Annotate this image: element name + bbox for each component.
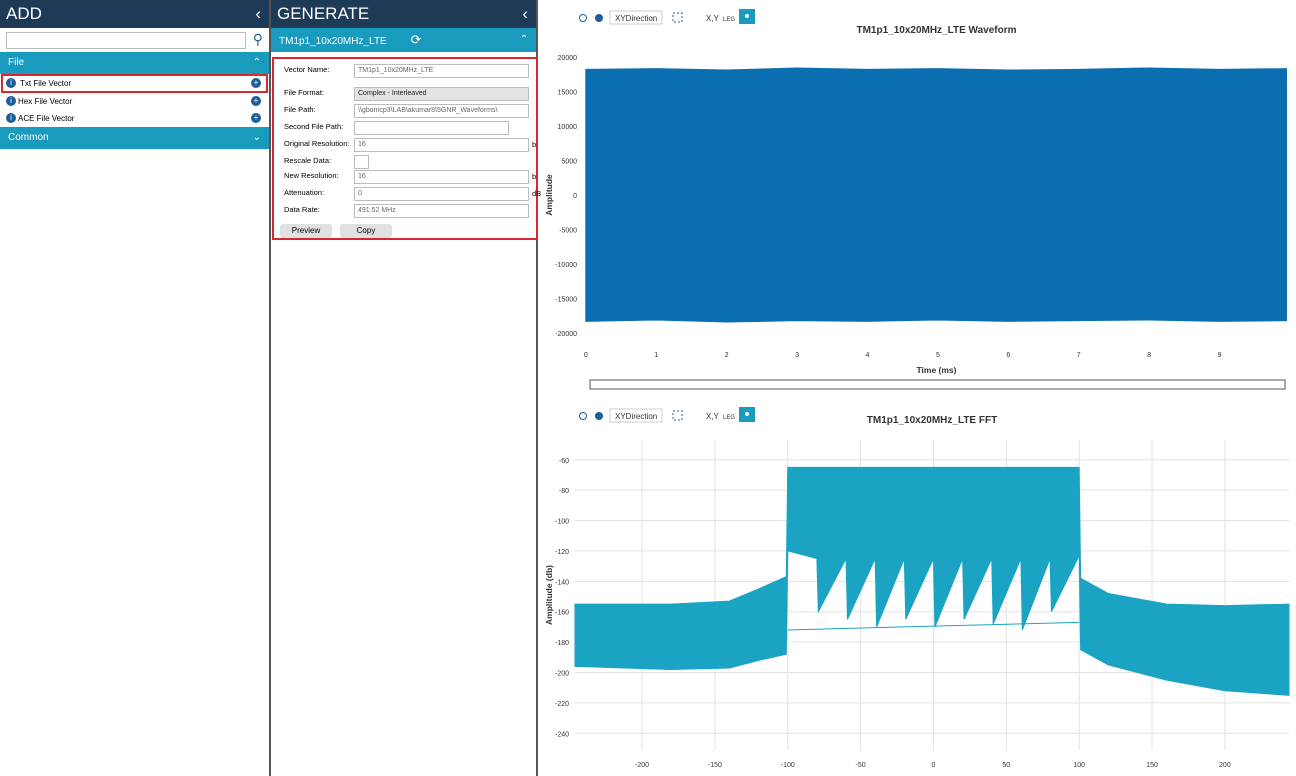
y-axis-label: Amplitude (db) bbox=[544, 565, 554, 625]
y-tick-label: 20000 bbox=[558, 55, 578, 62]
y-tick-label: -220 bbox=[555, 701, 569, 708]
x-tick-label: 1 bbox=[654, 352, 658, 359]
y-tick-label: -160 bbox=[555, 610, 569, 617]
signal-band bbox=[586, 68, 1287, 322]
x-tick-label: 5 bbox=[936, 352, 940, 359]
x-tick-label: -50 bbox=[856, 762, 866, 769]
zoom-tool[interactable] bbox=[580, 15, 587, 22]
y-tick-label: -10000 bbox=[555, 262, 577, 269]
y-tick-label: -140 bbox=[555, 579, 569, 586]
fit-tool[interactable] bbox=[673, 411, 682, 420]
y-tick-label: -240 bbox=[555, 731, 569, 738]
direction-label: XYDirection bbox=[615, 14, 657, 23]
x-tick-label: 8 bbox=[1147, 352, 1151, 359]
x-tick-label: 7 bbox=[1077, 352, 1081, 359]
scrollbar[interactable] bbox=[590, 380, 1285, 389]
toolbar-dot bbox=[745, 412, 749, 416]
y-tick-label: -120 bbox=[555, 549, 569, 556]
x-axis-label: Time (ms) bbox=[917, 365, 957, 375]
legend-label: LEG bbox=[723, 17, 735, 23]
y-tick-label: 15000 bbox=[558, 89, 578, 96]
y-tick-label: -100 bbox=[555, 519, 569, 526]
zoom-tool[interactable] bbox=[580, 413, 587, 420]
toolbar-dot bbox=[745, 14, 749, 18]
y-tick-label: -20000 bbox=[555, 331, 577, 338]
y-tick-label: -180 bbox=[555, 640, 569, 647]
x-tick-label: -150 bbox=[708, 762, 722, 769]
y-tick-label: 10000 bbox=[558, 124, 578, 131]
y-tick-label: -15000 bbox=[555, 297, 577, 304]
y-tick-label: -60 bbox=[559, 458, 569, 465]
y-tick-label: -200 bbox=[555, 671, 569, 678]
y-tick-label: -5000 bbox=[559, 228, 577, 235]
x-tick-label: 6 bbox=[1006, 352, 1010, 359]
x-tick-label: 3 bbox=[795, 352, 799, 359]
xy-label: X,Y bbox=[706, 412, 720, 421]
y-axis-label: Amplitude bbox=[544, 174, 554, 216]
pan-tool[interactable] bbox=[595, 14, 603, 22]
chart-title: TM1p1_10x20MHz_LTE FFT bbox=[867, 415, 997, 426]
x-tick-label: -100 bbox=[781, 762, 795, 769]
x-tick-label: 150 bbox=[1146, 762, 1158, 769]
pan-tool[interactable] bbox=[595, 412, 603, 420]
x-tick-label: 50 bbox=[1002, 762, 1010, 769]
legend-label: LEG bbox=[723, 415, 735, 421]
x-tick-label: 100 bbox=[1073, 762, 1085, 769]
direction-label: XYDirection bbox=[615, 412, 657, 421]
x-tick-label: 2 bbox=[725, 352, 729, 359]
x-tick-label: -200 bbox=[635, 762, 649, 769]
xy-label: X,Y bbox=[706, 14, 720, 23]
x-tick-label: 0 bbox=[584, 352, 588, 359]
x-tick-label: 200 bbox=[1219, 762, 1231, 769]
y-tick-label: -80 bbox=[559, 488, 569, 495]
chart-title: TM1p1_10x20MHz_LTE Waveform bbox=[856, 25, 1016, 36]
fit-tool[interactable] bbox=[673, 13, 682, 22]
x-tick-label: 9 bbox=[1218, 352, 1222, 359]
y-tick-label: 0 bbox=[573, 193, 577, 200]
x-tick-label: 4 bbox=[866, 352, 870, 359]
x-tick-label: 0 bbox=[932, 762, 936, 769]
y-tick-label: 5000 bbox=[561, 158, 577, 165]
